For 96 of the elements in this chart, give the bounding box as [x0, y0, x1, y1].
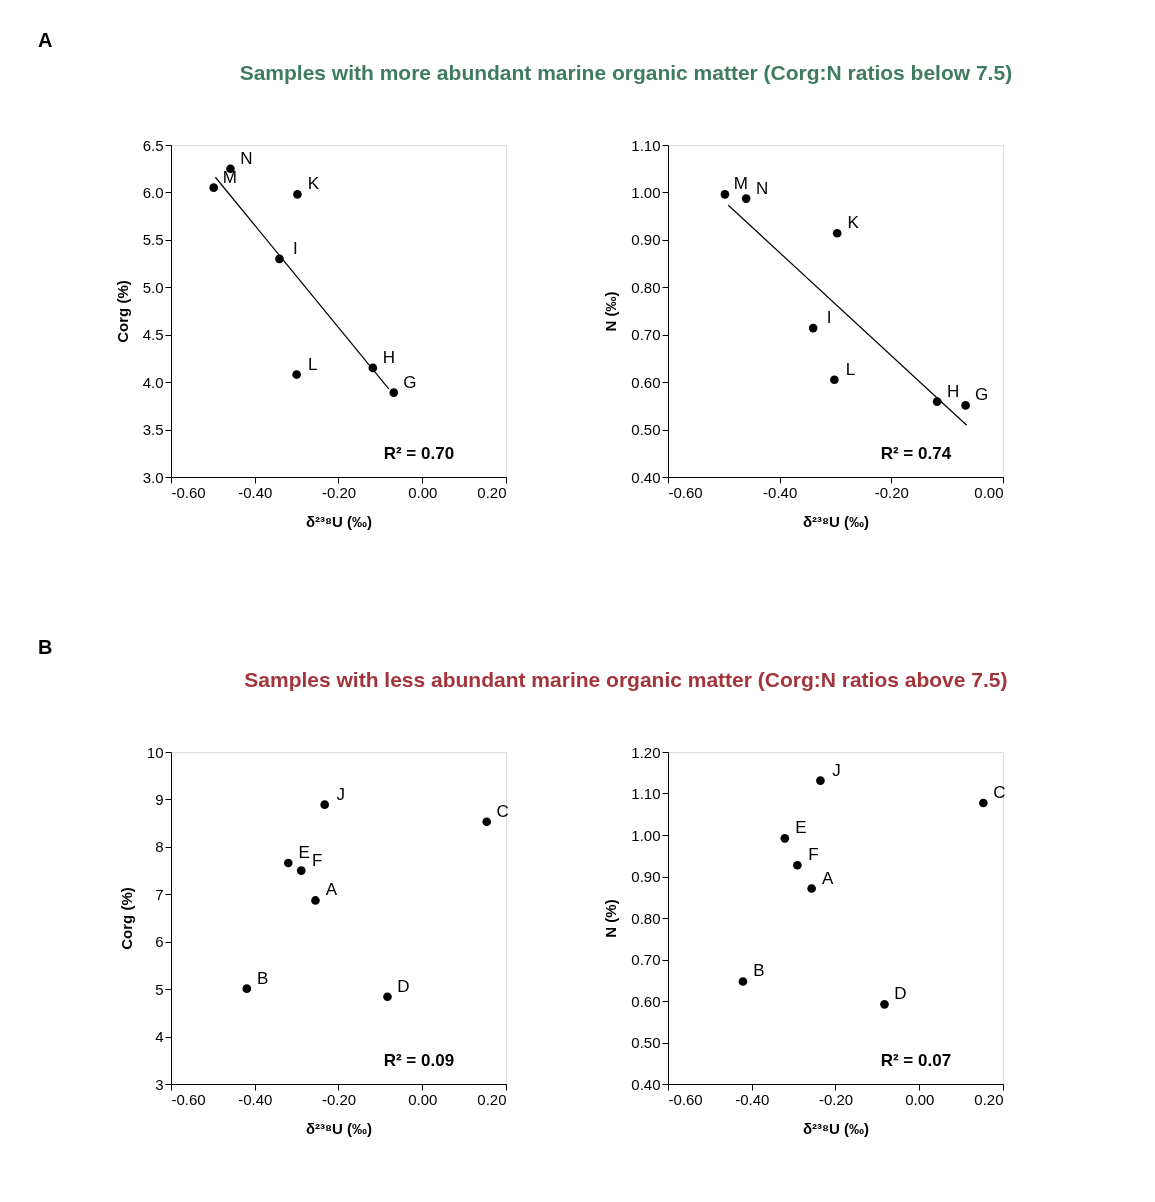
x-tick-label: 0.00 — [905, 1090, 935, 1108]
y-tick-label: 1.20 — [631, 743, 661, 761]
data-label: F — [808, 845, 819, 865]
y-tick-label: 0.90 — [631, 231, 661, 249]
x-tick-label: -0.60 — [668, 1090, 703, 1108]
y-tick-label: 10 — [146, 743, 164, 761]
data-label: K — [847, 213, 860, 233]
y-tick-label: 0.40 — [631, 1075, 661, 1093]
y-tick-label: 6 — [155, 933, 164, 951]
data-label: L — [307, 354, 318, 374]
y-tick-label: 6.0 — [142, 183, 164, 201]
y-tick-label: 0.60 — [631, 992, 661, 1010]
x-axis-title: δ²³⁸U (‰) — [305, 1119, 373, 1137]
text: Samples with less abundant marine organic matter (Corg:N ratios above 7.5) — [244, 668, 1008, 691]
text: B — [38, 636, 53, 658]
data-label: J — [832, 760, 841, 780]
x-axis-title: δ²³⁸U (‰) — [802, 512, 870, 530]
x-tick-label: -0.20 — [874, 483, 909, 501]
y-tick-label: 4.0 — [142, 373, 164, 391]
data-label: D — [894, 984, 907, 1004]
x-tick-label: -0.40 — [238, 483, 273, 501]
y-tick-label: 3.5 — [142, 421, 164, 439]
x-tick-label: 0.20 — [477, 1090, 507, 1108]
data-label: I — [826, 308, 832, 328]
data-label: B — [257, 968, 269, 988]
data-label: G — [974, 385, 989, 405]
y-tick-label: 4 — [155, 1028, 164, 1046]
y-tick-label: 1.00 — [631, 183, 661, 201]
annotation: R² = 0.07 — [880, 1050, 952, 1070]
x-tick-label: 0.00 — [408, 483, 438, 501]
x-tick-label: -0.40 — [238, 1090, 273, 1108]
y-axis-title: N (%) — [602, 899, 620, 938]
y-tick-label: 0.50 — [631, 1034, 661, 1051]
data-label: A — [821, 868, 834, 888]
y-axis-title: Corg (%) — [113, 280, 131, 343]
x-tick-label: -0.20 — [321, 483, 357, 501]
data-label: E — [298, 842, 310, 862]
data-label: N — [240, 148, 253, 168]
x-tick-label: -0.60 — [171, 1090, 206, 1108]
annotation: R² = 0.74 — [880, 443, 952, 463]
y-tick-label: 0.40 — [631, 468, 661, 486]
x-axis-title: δ²³⁸U (‰) — [305, 512, 373, 530]
x-tick-label: -0.40 — [763, 483, 798, 501]
y-tick-label: 7 — [155, 885, 164, 903]
data-label: M — [733, 174, 749, 194]
x-tick-label: -0.60 — [171, 483, 206, 501]
y-tick-label: 8 — [155, 838, 164, 856]
data-label: K — [307, 174, 320, 194]
x-axis-title: δ²³⁸U (‰) — [802, 1119, 870, 1137]
data-label: N — [756, 178, 769, 198]
data-label: L — [845, 359, 856, 379]
y-tick-label: 1.10 — [631, 785, 661, 802]
data-label: A — [325, 880, 338, 900]
y-tick-label: 5.0 — [142, 278, 164, 296]
x-tick-label: 0.20 — [974, 1090, 1004, 1108]
x-tick-label: -0.20 — [321, 1090, 357, 1108]
y-axis-title: Corg (%) — [117, 887, 135, 950]
x-tick-label: 0.00 — [974, 483, 1004, 501]
data-label: H — [382, 347, 395, 367]
annotation: R² = 0.70 — [383, 443, 455, 463]
y-tick-label: 0.80 — [631, 909, 661, 927]
x-tick-label: -0.20 — [818, 1090, 854, 1108]
y-tick-label: 0.70 — [631, 326, 661, 344]
y-tick-label: 4.5 — [142, 326, 164, 344]
y-tick-label: 1.10 — [631, 136, 661, 154]
y-axis-title: N (‰) — [602, 291, 620, 332]
data-label: H — [946, 381, 960, 401]
data-label: D — [397, 976, 410, 996]
y-tick-label: 3.0 — [142, 468, 164, 486]
y-tick-label: 0.80 — [631, 278, 661, 296]
y-tick-label: 9 — [155, 790, 164, 808]
y-tick-label: 0.70 — [631, 951, 661, 968]
data-label: F — [312, 850, 323, 870]
data-label: J — [336, 784, 345, 804]
y-tick-label: 3 — [155, 1075, 164, 1093]
data-label: B — [753, 961, 765, 981]
y-tick-label: 5.5 — [142, 231, 164, 249]
text: A — [38, 29, 53, 51]
y-tick-label: 1.00 — [631, 826, 661, 844]
y-tick-label: 5 — [155, 980, 164, 998]
x-tick-label: 0.00 — [408, 1090, 438, 1108]
data-label: C — [496, 801, 509, 821]
data-label: M — [222, 167, 237, 187]
y-tick-label: 0.90 — [631, 868, 661, 885]
data-label: G — [403, 372, 417, 392]
text: Samples with more abundant marine organic matter (Corg:N ratios below 7.5) — [239, 61, 1013, 84]
annotation: R² = 0.09 — [383, 1050, 455, 1070]
y-tick-label: 6.5 — [142, 136, 164, 154]
x-tick-label: -0.60 — [668, 483, 703, 501]
x-tick-label: -0.40 — [735, 1090, 770, 1108]
data-label: C — [993, 783, 1006, 803]
data-label: I — [293, 238, 298, 258]
y-tick-label: 0.50 — [631, 421, 661, 439]
data-label: E — [795, 818, 807, 838]
x-tick-label: 0.20 — [477, 483, 507, 501]
y-tick-label: 0.60 — [631, 373, 661, 391]
